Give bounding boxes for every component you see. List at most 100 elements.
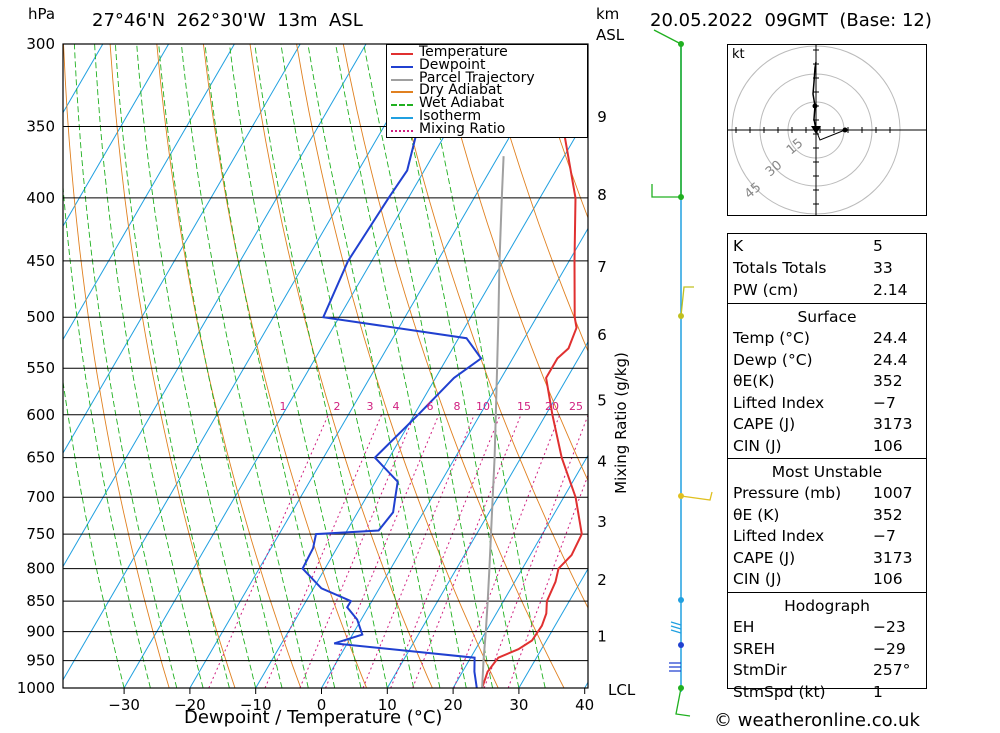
wet-adiabat-line: [228, 44, 362, 688]
most-unstable-value: −7: [873, 527, 896, 546]
datetime-title: 20.05.2022 09GMT (Base: 12): [650, 10, 932, 31]
most-unstable-key: Lifted Index: [733, 527, 825, 546]
wet-adiabat-line: [136, 44, 257, 688]
x-tick-label: 20: [444, 696, 463, 714]
km-tick-label: 3: [597, 513, 607, 531]
isotherm-line: [63, 44, 170, 228]
legend-label: Dewpoint: [419, 56, 486, 73]
x-tick-label: −20: [174, 696, 206, 714]
most-unstable-value: 1007: [873, 484, 913, 502]
dry-adiabat-line: [63, 44, 170, 688]
most-unstable-title: Most Unstable: [771, 463, 883, 481]
surface-row: Dewp (°C) 24.4: [733, 350, 921, 371]
lcl-label: LCL: [608, 681, 636, 699]
km-tick-label: 5: [597, 391, 607, 409]
most-unstable-key: CIN (J): [733, 570, 782, 589]
dry-adiabat-line: [249, 44, 433, 688]
surface-row: CIN (J) 106: [733, 436, 921, 457]
temperature-line: [481, 44, 583, 688]
mixing-ratio-label: 4: [393, 400, 400, 413]
most-unstable-row: Lifted Index −7: [733, 526, 921, 547]
pressure-tick-label: 950: [26, 652, 55, 670]
x-tick-label: 40: [575, 696, 594, 714]
legend-swatch: [391, 78, 413, 81]
location-title: 27°46'N 262°30'W 13m ASL: [92, 10, 363, 31]
asl-unit: ASL: [596, 26, 625, 44]
credit: © weatheronline.co.uk: [714, 710, 920, 731]
surface-value: 106: [873, 436, 903, 455]
surface-key: Lifted Index: [733, 393, 825, 412]
surface-key: Dewp (°C): [733, 350, 813, 369]
legend-item: Isotherm: [391, 108, 587, 124]
parcel-trajectory-line: [481, 156, 505, 688]
legend-item: Dewpoint: [391, 56, 587, 73]
legend-label: Parcel Trajectory: [419, 69, 535, 86]
legend-item: Mixing Ratio: [391, 121, 587, 137]
legend-swatch: [391, 129, 413, 132]
hodograph-unit: kt: [732, 47, 745, 62]
mixing-ratio-label: 1: [280, 400, 287, 413]
legend: Temperature Dewpoint Parcel Trajectory Dry …: [386, 44, 588, 138]
surface-key: Temp (°C): [733, 329, 810, 347]
mixing-ratio-line: [362, 414, 475, 688]
most-unstable-row: CIN (J) 106: [733, 569, 921, 590]
index-value: 5: [873, 237, 883, 255]
x-tick-label: 30: [509, 696, 528, 714]
dewpoint-line: [301, 44, 483, 688]
surface-row: θE(K) 352: [733, 371, 921, 392]
pressure-tick-label: 650: [26, 449, 55, 467]
index-value: 33: [873, 259, 893, 277]
mixing-ratio-line: [390, 414, 501, 688]
km-tick-label: 8: [597, 186, 607, 204]
wet-adiabat-line: [280, 44, 415, 688]
wet-adiabat-line: [254, 44, 388, 688]
hodograph-stat-row: SREH −29: [733, 639, 921, 660]
legend-item: Parcel Trajectory: [391, 69, 587, 86]
pressure-tick-label: 300: [26, 35, 55, 53]
legend-item: Wet Adiabat: [391, 96, 587, 111]
pressure-unit: hPa: [28, 5, 56, 23]
most-unstable-row: CAPE (J) 3173: [733, 548, 921, 569]
km-tick-label: 1: [597, 627, 607, 645]
pressure-tick-label: 900: [26, 623, 55, 641]
surface-value: 352: [873, 372, 903, 390]
legend-label: Isotherm: [419, 108, 482, 124]
wet-adiabat-line: [158, 44, 283, 688]
surface-value: −7: [873, 393, 896, 412]
legend-item: Temperature: [391, 44, 587, 60]
km-unit: km: [596, 5, 620, 23]
mixing-ratio-label: 3: [367, 400, 374, 413]
plot-frame: [62, 43, 589, 689]
pressure-tick-label: 350: [26, 117, 55, 135]
dry-adiabat-line: [202, 44, 368, 688]
mixing-ratio-label: 8: [454, 400, 461, 413]
pressure-tick-label: 800: [26, 560, 55, 578]
most-unstable-row: Pressure (mb) 1007: [733, 483, 921, 504]
wind-profile: [651, 29, 713, 717]
wet-adiabat-line: [94, 44, 204, 688]
km-tick-label: 6: [597, 326, 607, 344]
mixing-ratio-label: 6: [427, 400, 434, 413]
index-row: PW (cm) 2.14: [733, 280, 921, 301]
surface-value: 3173: [873, 415, 913, 433]
hodograph-stat-row: EH −23: [733, 617, 921, 638]
hodograph-stat-row: StmSpd (kt) 1: [733, 682, 921, 703]
index-key: K: [733, 237, 744, 255]
index-row: Totals Totals 33: [733, 258, 921, 279]
x-tick-label: −10: [240, 696, 272, 714]
isotherm-line: [386, 340, 588, 688]
isotherm-line: [189, 44, 564, 688]
mixing-ratio-label: 15: [517, 400, 531, 413]
dry-adiabat-line: [996, 44, 1000, 688]
hodograph-stat-key: StmDir: [733, 661, 787, 680]
pressure-tick-label: 450: [26, 252, 55, 270]
hodograph-stat-value: −29: [873, 639, 906, 658]
hodograph-stat-key: EH: [733, 618, 755, 636]
isotherm-line: [452, 454, 588, 688]
indices-panel: K 5 Totals Totals 33 PW (cm) 2.14 Surface Tem…: [727, 233, 927, 701]
mixing-ratio-line: [412, 414, 522, 688]
index-value: 2.14: [873, 281, 908, 299]
surface-key: CAPE (J): [733, 415, 796, 433]
legend-label: Temperature: [419, 44, 508, 60]
